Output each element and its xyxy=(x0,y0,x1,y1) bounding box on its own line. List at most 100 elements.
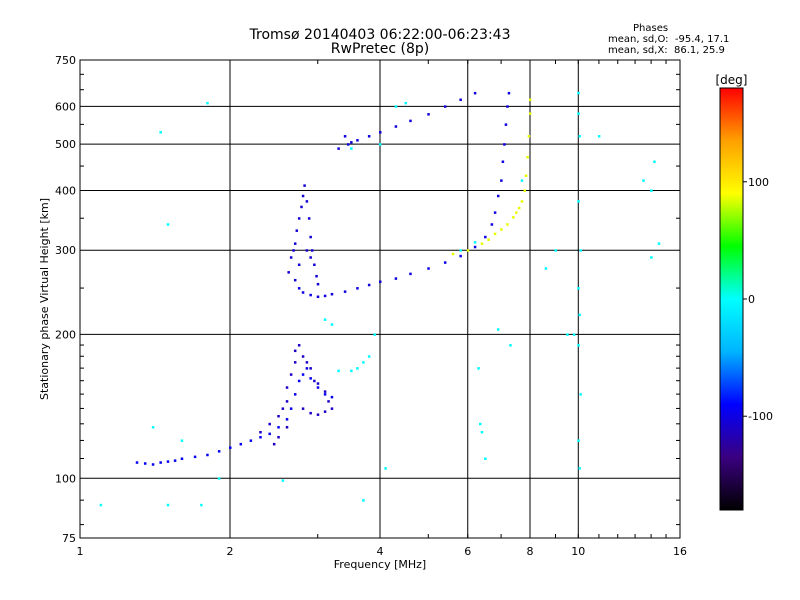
data-point xyxy=(653,160,656,163)
data-point xyxy=(173,459,177,462)
data-point xyxy=(259,430,262,434)
data-point xyxy=(297,287,301,290)
data-point xyxy=(323,318,327,321)
x-tick-label: 16 xyxy=(673,545,687,558)
data-point xyxy=(315,274,318,278)
data-point xyxy=(166,223,170,226)
data-point xyxy=(577,287,580,290)
data-point xyxy=(305,249,309,252)
data-point xyxy=(459,254,462,258)
data-point xyxy=(281,407,285,410)
data-point xyxy=(367,135,371,138)
data-point xyxy=(297,217,301,220)
data-point xyxy=(579,249,582,252)
plot-frame xyxy=(79,59,681,539)
data-point xyxy=(524,174,528,177)
colorbar-tick-label: -100 xyxy=(748,410,773,423)
data-point xyxy=(313,263,316,267)
data-point xyxy=(577,344,580,347)
data-point xyxy=(159,461,162,464)
data-point xyxy=(309,411,312,415)
data-point xyxy=(451,252,455,256)
data-point xyxy=(367,283,371,287)
data-point xyxy=(506,105,509,108)
data-point xyxy=(323,390,327,393)
data-point xyxy=(394,277,398,280)
data-point xyxy=(443,261,447,264)
data-point xyxy=(301,373,305,376)
chart-subtitle: RwPretec (8p) xyxy=(330,41,430,57)
data-point xyxy=(427,113,430,116)
data-point xyxy=(529,98,532,102)
data-point xyxy=(506,223,509,226)
data-point xyxy=(379,143,382,146)
data-point xyxy=(578,467,581,470)
data-point xyxy=(297,344,301,347)
data-point xyxy=(301,407,305,410)
data-point xyxy=(504,123,508,126)
colorbar xyxy=(719,87,744,511)
data-point xyxy=(343,135,347,138)
data-point xyxy=(642,179,645,182)
data-point xyxy=(503,143,506,146)
data-point xyxy=(305,200,309,203)
colorbar-tick-label: 0 xyxy=(748,293,755,306)
data-point xyxy=(268,432,271,436)
data-point xyxy=(544,267,548,270)
data-point xyxy=(295,229,299,232)
data-point xyxy=(509,344,512,347)
data-point xyxy=(346,143,350,146)
data-point xyxy=(217,450,221,453)
data-point xyxy=(343,290,347,293)
data-point xyxy=(135,461,139,464)
data-point xyxy=(206,101,209,105)
data-point xyxy=(500,228,503,231)
data-point xyxy=(309,256,312,259)
data-point xyxy=(350,141,353,144)
data-point xyxy=(316,282,320,286)
data-point xyxy=(515,211,518,214)
data-point xyxy=(323,393,327,396)
data-point xyxy=(657,242,661,245)
x-tick-label: 2 xyxy=(227,545,234,558)
data-point xyxy=(527,135,531,138)
x-tick-label: 1 xyxy=(77,545,84,558)
data-point xyxy=(496,194,500,198)
phase-stats-o: mean, sd,O: -95.4, 17.1 xyxy=(608,34,730,45)
data-point xyxy=(307,217,311,220)
data-point xyxy=(293,361,297,364)
data-point xyxy=(277,414,280,418)
data-point xyxy=(239,442,243,446)
data-point xyxy=(554,249,557,252)
data-point xyxy=(285,418,289,421)
data-point xyxy=(277,426,280,429)
data-point xyxy=(316,413,320,416)
data-point xyxy=(303,184,306,187)
data-point xyxy=(272,442,276,446)
data-point xyxy=(577,200,580,203)
data-point xyxy=(249,439,253,442)
data-point xyxy=(427,267,430,270)
data-point xyxy=(151,426,155,429)
data-point xyxy=(159,131,162,134)
data-point xyxy=(217,477,221,480)
data-point xyxy=(480,430,484,434)
data-point xyxy=(281,479,285,482)
data-point xyxy=(362,499,365,502)
data-point xyxy=(166,503,170,507)
data-point xyxy=(356,367,359,370)
y-tick-label: 300 xyxy=(55,244,76,257)
data-point xyxy=(327,400,330,403)
data-point xyxy=(309,377,312,380)
data-point xyxy=(309,367,312,370)
data-point xyxy=(289,407,293,410)
data-point xyxy=(323,294,327,298)
y-tick-label: 400 xyxy=(55,184,76,197)
data-point xyxy=(577,91,580,95)
y-tick-label: 75 xyxy=(62,532,76,545)
data-point xyxy=(289,373,293,376)
data-point xyxy=(285,400,289,403)
data-point xyxy=(578,313,581,317)
data-point xyxy=(459,98,462,102)
data-point xyxy=(356,287,359,290)
